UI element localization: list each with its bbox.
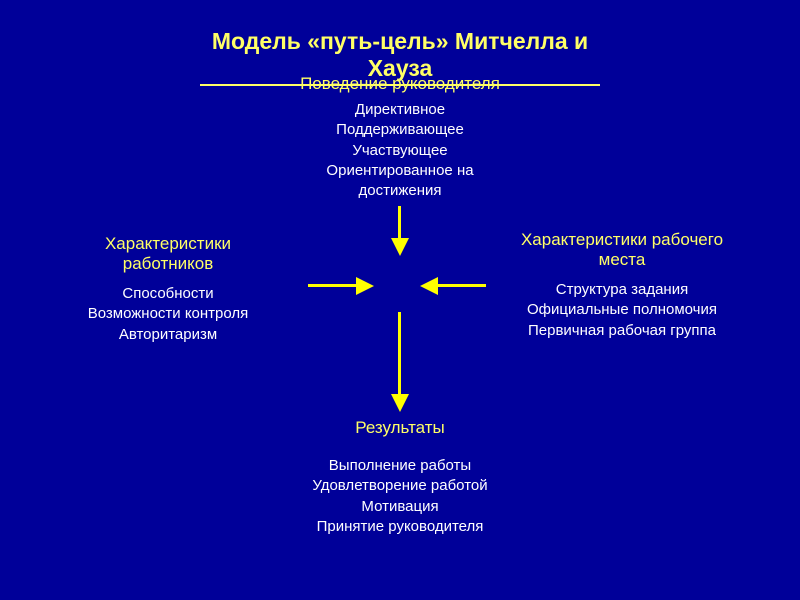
behavior-item: Ориентированное на bbox=[300, 161, 500, 181]
worker-item: Способности bbox=[28, 284, 308, 304]
workplace-items: Структура задания Официальные полномочия… bbox=[472, 280, 772, 341]
workplace-item: Официальные полномочия bbox=[472, 300, 772, 320]
arrow-right-icon bbox=[308, 284, 356, 287]
workplace-item: Первичная рабочая группа bbox=[472, 321, 772, 341]
results-item: Принятие руководителя bbox=[200, 517, 600, 537]
leader-behavior-block: Поведение руководителя Директивное Подде… bbox=[300, 74, 500, 201]
workplace-characteristics-block: Характеристики рабочего места Структура … bbox=[472, 230, 772, 341]
behavior-item: достижения bbox=[300, 181, 500, 201]
leader-behavior-items: Директивное Поддерживающее Участвующее О… bbox=[300, 100, 500, 201]
results-item: Выполнение работы bbox=[200, 456, 600, 476]
workplace-heading-line2: места bbox=[472, 250, 772, 270]
worker-heading-line1: Характеристики bbox=[28, 234, 308, 254]
workplace-heading-line1: Характеристики рабочего bbox=[472, 230, 772, 250]
arrow-down-icon bbox=[398, 312, 409, 412]
results-items: Выполнение работы Удовлетворение работой… bbox=[200, 456, 600, 537]
worker-heading-line2: работников bbox=[28, 254, 308, 274]
worker-items: Способности Возможности контроля Авторит… bbox=[28, 284, 308, 345]
results-item: Удовлетворение работой bbox=[200, 476, 600, 496]
worker-item: Авторитаризм bbox=[28, 325, 308, 345]
workplace-item: Структура задания bbox=[472, 280, 772, 300]
behavior-item: Директивное bbox=[300, 100, 500, 120]
worker-item: Возможности контроля bbox=[28, 304, 308, 324]
behavior-item: Поддерживающее bbox=[300, 120, 500, 140]
worker-characteristics-block: Характеристики работников Способности Во… bbox=[28, 234, 308, 345]
leader-behavior-heading: Поведение руководителя bbox=[300, 74, 500, 94]
behavior-item: Участвующее bbox=[300, 141, 500, 161]
arrow-down-icon bbox=[398, 206, 409, 256]
results-heading: Результаты bbox=[355, 418, 445, 438]
results-item: Мотивация bbox=[200, 497, 600, 517]
